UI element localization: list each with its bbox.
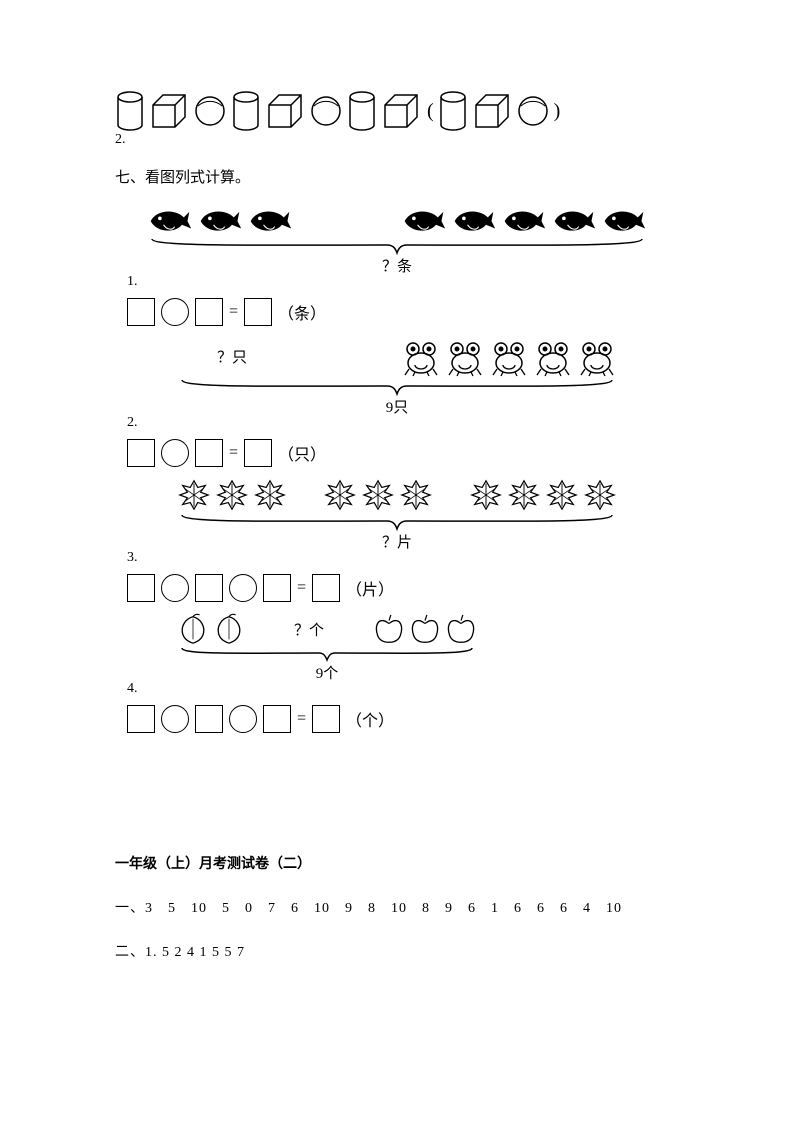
open-paren: ( — [427, 100, 434, 123]
apple-icon — [445, 612, 477, 646]
apple-icon — [409, 612, 441, 646]
frog-icon — [489, 336, 529, 378]
apple-icon — [373, 612, 405, 646]
leaf-icon — [323, 477, 357, 513]
p2-left-label: ？只 — [217, 346, 247, 367]
input-circle[interactable] — [229, 705, 257, 733]
input-circle[interactable] — [161, 439, 189, 467]
equals-sign: = — [297, 579, 306, 597]
input-box[interactable] — [127, 298, 155, 326]
input-circle[interactable] — [161, 298, 189, 326]
answers-title: 一年级（上）月考测试卷（二） — [115, 853, 678, 873]
cube-icon — [472, 90, 512, 132]
p2-number: 2. — [127, 415, 678, 431]
p1-number: 1. — [127, 274, 678, 290]
fish-icon — [197, 207, 243, 237]
p3-unit: （片） — [346, 576, 394, 600]
p4-mid-label: ？个 — [294, 619, 324, 640]
cylinder-icon — [438, 90, 468, 132]
input-box[interactable] — [127, 574, 155, 602]
frog-icon — [533, 336, 573, 378]
p1-total-label: ？条 — [382, 255, 412, 276]
q2-number: 2. — [115, 132, 678, 148]
fish-icon — [501, 207, 547, 237]
p2-unit: （只） — [278, 441, 326, 465]
input-box[interactable] — [312, 574, 340, 602]
p1-equation: = （条） — [127, 298, 678, 326]
equals-sign: = — [297, 710, 306, 728]
p2-total-label: 9只 — [386, 396, 409, 417]
close-paren: ) — [554, 100, 561, 123]
peach-icon — [177, 612, 209, 646]
input-circle[interactable] — [161, 705, 189, 733]
cube-icon — [149, 90, 189, 132]
leaf-icon — [469, 477, 503, 513]
equals-sign: = — [229, 444, 238, 462]
answer-key: 一年级（上）月考测试卷（二） 一、3 5 10 5 0 7 6 10 9 8 1… — [115, 853, 678, 961]
cylinder-icon — [231, 90, 261, 132]
leaf-icon — [177, 477, 211, 513]
fish-icon — [551, 207, 597, 237]
leaf-icon — [361, 477, 395, 513]
input-circle[interactable] — [161, 574, 189, 602]
p2-equation: = （只） — [127, 439, 678, 467]
fish-icon — [247, 207, 293, 237]
p4-unit: （个） — [346, 707, 394, 731]
input-box[interactable] — [195, 705, 223, 733]
cube-icon — [381, 90, 421, 132]
leaf-icon — [583, 477, 617, 513]
section-7-title: 七、看图列式计算。 — [115, 166, 678, 187]
fish-icon — [601, 207, 647, 237]
brace-down-icon — [177, 378, 617, 398]
cylinder-icon — [115, 90, 145, 132]
frog-icon — [577, 336, 617, 378]
input-box[interactable] — [195, 298, 223, 326]
frog-icon — [445, 336, 485, 378]
p3-equation: = （片） — [127, 574, 678, 602]
q2-shape-sequence: ( ) — [115, 90, 678, 132]
input-box[interactable] — [127, 705, 155, 733]
problem-2: ？只 9只 2. = — [127, 336, 678, 467]
p4-number: 4. — [127, 681, 678, 697]
peach-icon — [213, 612, 245, 646]
frog-icon — [401, 336, 441, 378]
brace-down-icon — [177, 513, 617, 533]
leaf-icon — [253, 477, 287, 513]
input-box[interactable] — [263, 574, 291, 602]
cube-icon — [265, 90, 305, 132]
input-box[interactable] — [195, 574, 223, 602]
problem-1: ？条 1. = （条） — [127, 207, 678, 326]
p4-total-label: 9个 — [316, 662, 339, 683]
input-circle[interactable] — [229, 574, 257, 602]
input-box[interactable] — [244, 439, 272, 467]
sphere-icon — [516, 90, 550, 132]
sphere-icon — [193, 90, 227, 132]
leaf-icon — [399, 477, 433, 513]
p4-equation: = （个） — [127, 705, 678, 733]
p3-number: 3. — [127, 550, 678, 566]
leaf-icon — [545, 477, 579, 513]
input-box[interactable] — [312, 705, 340, 733]
input-box[interactable] — [195, 439, 223, 467]
problem-4: ？个 9个 4. = （个） — [127, 612, 678, 733]
p1-unit: （条） — [278, 300, 326, 324]
answers-line-1: 一、3 5 10 5 0 7 6 10 9 8 10 8 9 6 1 6 6 6… — [115, 897, 678, 917]
fish-icon — [451, 207, 497, 237]
input-box[interactable] — [244, 298, 272, 326]
input-box[interactable] — [263, 705, 291, 733]
fish-icon — [401, 207, 447, 237]
p3-total-label: ？片 — [382, 531, 412, 552]
sphere-icon — [309, 90, 343, 132]
brace-down-icon — [147, 237, 647, 257]
equals-sign: = — [229, 303, 238, 321]
answers-line-2: 二、1. 5 2 4 1 5 5 7 — [115, 941, 678, 961]
leaf-icon — [215, 477, 249, 513]
input-box[interactable] — [127, 439, 155, 467]
leaf-icon — [507, 477, 541, 513]
problem-3: ？片 3. = （片） — [127, 477, 678, 602]
fish-icon — [147, 207, 193, 237]
cylinder-icon — [347, 90, 377, 132]
